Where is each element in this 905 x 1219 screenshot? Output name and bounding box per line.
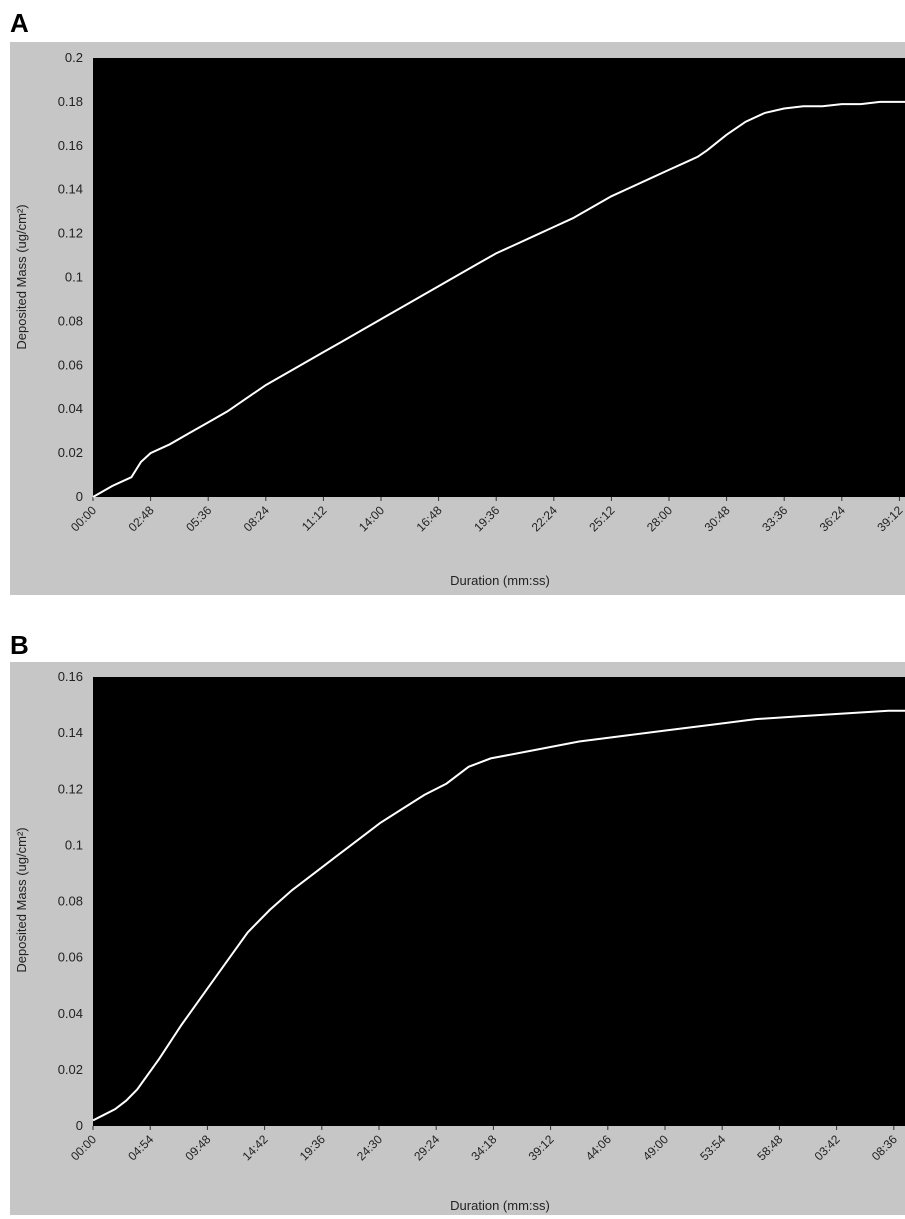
chart-a-ytick-label: 0.02: [58, 445, 83, 460]
chart-b-ytick-label: 0: [76, 1118, 83, 1133]
chart-a-ytick-label: 0.12: [58, 226, 83, 241]
chart-b-ytick-label: 0.12: [58, 781, 83, 796]
chart-a-ytick-label: 0.2: [65, 50, 83, 65]
chart-b-ytick-label: 0.02: [58, 1062, 83, 1077]
chart-b-ytick-label: 0.08: [58, 894, 83, 909]
chart-a-xlabel: Duration (mm:ss): [450, 573, 550, 588]
chart-a-plot-area: [93, 58, 905, 497]
chart-a-ytick-label: 0.06: [58, 357, 83, 372]
chart-a-ytick-label: 0: [76, 489, 83, 504]
panel-a-label: A: [10, 8, 29, 38]
chart-a: 00.020.040.060.080.10.120.140.160.180.2 …: [10, 42, 905, 595]
chart-a-ytick-label: 0.08: [58, 313, 83, 328]
chart-b-ytick-label: 0.06: [58, 950, 83, 965]
chart-b-ylabel: Deposited Mass (ug/cm²): [14, 827, 29, 972]
chart-a-series-line: [92, 100, 905, 498]
chart-b-ytick-label: 0.14: [58, 725, 83, 740]
chart-b-ytick-label: 0.04: [58, 1006, 83, 1021]
chart-a-ytick-label: 0.04: [58, 401, 83, 416]
panel-b-label: B: [10, 630, 29, 660]
chart-a-ylabel: Deposited Mass (ug/cm²): [14, 204, 29, 349]
chart-b-series-line: [92, 709, 905, 1122]
chart-b-ytick-label: 0.1: [65, 837, 83, 852]
chart-a-ytick-label: 0.14: [58, 182, 83, 197]
chart-a-ytick-label: 0.16: [58, 138, 83, 153]
chart-b-xlabel: Duration (mm:ss): [450, 1198, 550, 1213]
chart-b-plot-area: [93, 677, 905, 1126]
chart-a-ytick-label: 0.18: [58, 94, 83, 109]
chart-b-ytick-label: 0.16: [58, 669, 83, 684]
chart-a-ytick-label: 0.1: [65, 270, 83, 285]
